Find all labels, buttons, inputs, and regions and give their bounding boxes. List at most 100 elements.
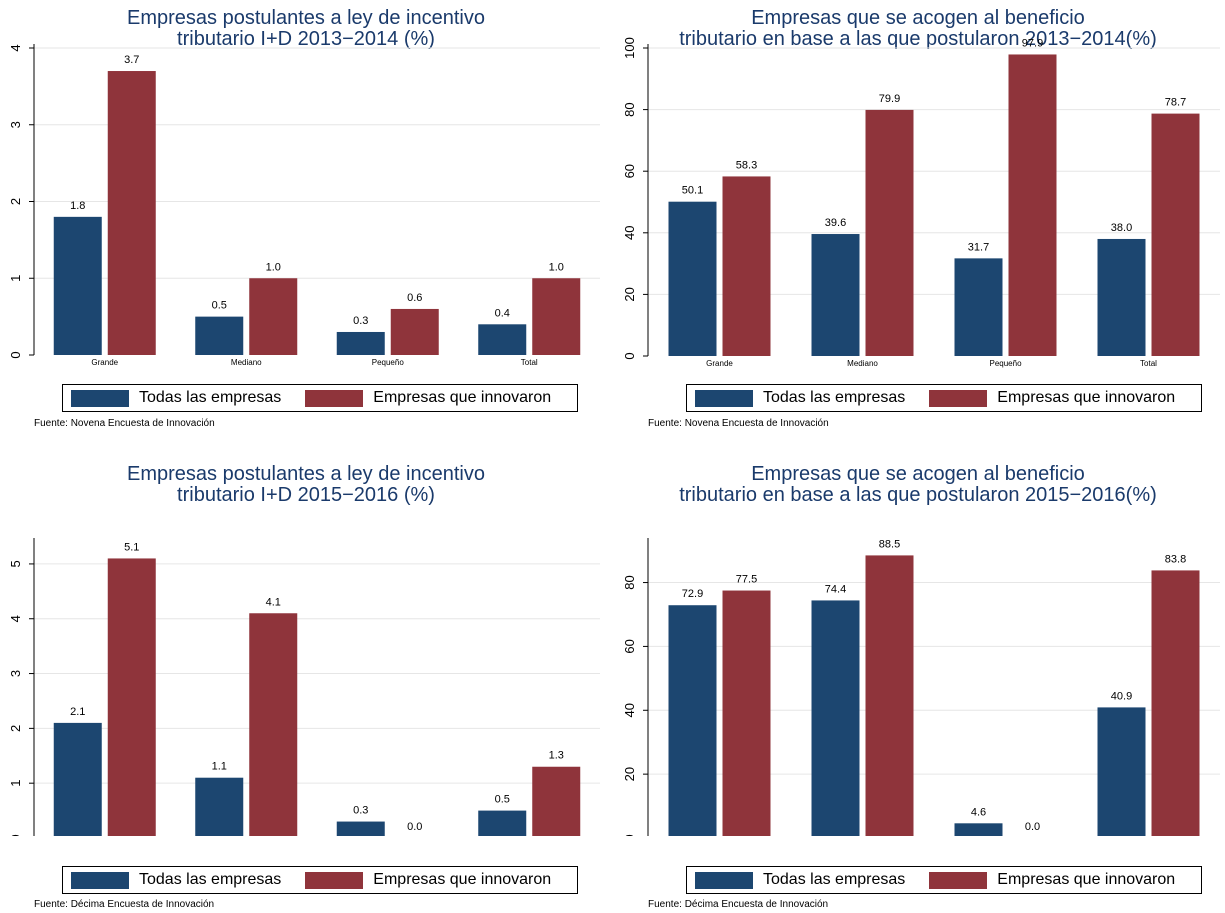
bar — [1097, 707, 1146, 836]
data-label: 0.3 — [353, 315, 368, 327]
y-tick-label: 80 — [622, 102, 637, 116]
legend-item-all: Todas las empresas — [63, 389, 281, 407]
data-label: 88.5 — [879, 538, 900, 550]
x-tick-label: Total — [521, 358, 538, 367]
chart-title: Empresas postulantes a ley de incentivo … — [0, 8, 612, 50]
x-tick-label: Mediano — [231, 358, 262, 367]
y-tick-label: 20 — [622, 767, 637, 781]
legend-item-innov: Empresas que innovaron — [921, 389, 1175, 407]
source-note: Fuente: Novena Encuesta de Innovación — [34, 418, 215, 429]
legend-label-all: Todas las empresas — [139, 389, 282, 406]
data-label: 0.0 — [407, 821, 422, 833]
chart-title-line-1: Empresas que se acogen al beneficio — [751, 7, 1085, 29]
bar — [53, 216, 102, 355]
x-tick-label: Grande — [91, 358, 118, 367]
bar — [532, 278, 581, 355]
chart-title-line-2: tributario en base a las que postularon … — [679, 28, 1157, 50]
data-label: 0.5 — [212, 300, 227, 312]
bar — [722, 590, 771, 836]
x-tick-label: Total — [1140, 359, 1157, 368]
chart-panel-0: Empresas postulantes a ley de incentivo … — [0, 0, 612, 456]
data-label: 40.9 — [1111, 690, 1132, 702]
legend-label-all: Todas las empresas — [763, 389, 906, 406]
bar-chart: 02040608072.977.5Grande74.488.5Mediano4.… — [622, 538, 1220, 836]
y-tick-label: 2 — [8, 725, 23, 732]
bar — [1097, 238, 1146, 356]
chart-title-line-2: tributario I+D 2013−2014 (%) — [177, 28, 435, 50]
data-label: 77.5 — [736, 574, 757, 586]
x-tick-label: Pequeño — [372, 358, 405, 367]
y-tick-label: 4 — [8, 44, 23, 51]
bar — [249, 613, 298, 836]
data-label: 97.9 — [1022, 37, 1043, 49]
chart-panel-2: Empresas postulantes a ley de incentivo … — [0, 456, 612, 912]
y-tick-label: 5 — [8, 560, 23, 567]
data-label: 1.8 — [70, 200, 85, 212]
source-note: Fuente: Novena Encuesta de Innovación — [648, 418, 829, 429]
data-label: 1.0 — [266, 261, 281, 273]
chart-legend: Todas las empresas Empresas que innovaro… — [686, 866, 1202, 894]
bar — [107, 71, 156, 356]
legend-item-innov: Empresas que innovaron — [921, 871, 1175, 889]
data-label: 0.3 — [353, 805, 368, 817]
data-label: 38.0 — [1111, 222, 1132, 234]
data-label: 0.0 — [1025, 821, 1040, 833]
chart-title-line-1: Empresas postulantes a ley de incentivo — [127, 7, 485, 29]
legend-swatch-all — [71, 389, 129, 407]
bar — [195, 316, 244, 355]
data-label: 4.6 — [971, 806, 986, 818]
legend-label-innov: Empresas que innovaron — [373, 389, 552, 406]
bar — [722, 176, 771, 356]
data-label: 50.1 — [682, 185, 703, 197]
bar — [811, 234, 860, 356]
bar — [668, 201, 717, 356]
legend-label-innov: Empresas que innovaron — [997, 871, 1176, 888]
bar — [1151, 570, 1200, 836]
chart-title-line-1: Empresas que se acogen al beneficio — [751, 463, 1085, 485]
y-tick-label: 4 — [8, 615, 23, 622]
data-label: 4.1 — [266, 596, 281, 608]
chart-title: Empresas que se acogen al beneficio trib… — [612, 464, 1224, 506]
y-tick-label: 100 — [622, 37, 637, 59]
bar — [532, 766, 581, 836]
bar — [1151, 113, 1200, 356]
data-label: 0.5 — [495, 794, 510, 806]
bar-chart: 0 20 40 60 80 100 50.1 58.3 Grande 39.6 79.9 Median… — [622, 37, 1220, 368]
data-label: 3.7 — [124, 54, 139, 66]
y-tick-label: 3 — [8, 121, 23, 128]
data-label: 0.4 — [495, 307, 510, 319]
data-label: 0.6 — [407, 292, 422, 304]
legend-swatch-innov — [929, 389, 988, 407]
legend-item-all: Todas las empresas — [63, 871, 281, 889]
y-tick-label: 0 — [8, 834, 23, 836]
y-tick-label: 0 — [622, 834, 637, 836]
x-tick-label: Mediano — [847, 359, 878, 368]
bar — [478, 810, 527, 836]
chart-legend: Todas las empresas Empresas que innovaro… — [62, 866, 578, 894]
y-tick-label: 1 — [8, 275, 23, 282]
data-label: 58.3 — [736, 159, 757, 171]
y-tick-label: 40 — [622, 703, 637, 717]
data-label: 1.3 — [549, 750, 564, 762]
data-label: 31.7 — [968, 241, 989, 253]
data-label: 74.4 — [825, 583, 846, 595]
bar — [865, 555, 914, 836]
chart-title-line-1: Empresas postulantes a ley de incentivo — [127, 463, 485, 485]
bar — [811, 600, 860, 836]
chart-title-line-2: tributario en base a las que postularon … — [679, 484, 1157, 506]
y-tick-label: 20 — [622, 287, 637, 301]
bar — [390, 308, 439, 355]
data-label: 72.9 — [682, 588, 703, 600]
y-tick-label: 1 — [8, 780, 23, 787]
legend-label-innov: Empresas que innovaron — [373, 871, 552, 888]
chart-title: Empresas postulantes a ley de incentivo … — [0, 464, 612, 506]
data-label: 39.6 — [825, 217, 846, 229]
data-label: 83.8 — [1165, 553, 1186, 565]
legend-swatch-all — [695, 871, 753, 889]
legend-item-innov: Empresas que innovaron — [297, 389, 551, 407]
data-label: 79.9 — [879, 93, 900, 105]
y-tick-label: 60 — [622, 639, 637, 653]
y-tick-label: 3 — [8, 670, 23, 677]
data-label: 1.0 — [549, 261, 564, 273]
legend-item-all: Todas las empresas — [687, 389, 905, 407]
